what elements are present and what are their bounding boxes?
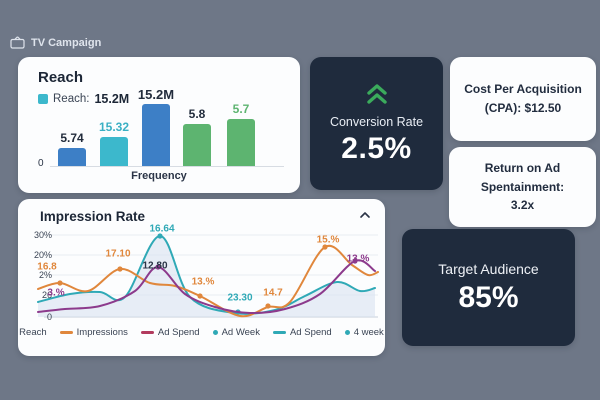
bar-value-label: 15.2M <box>137 87 175 102</box>
reach-card: Reach Reach: 15.2M 0 5.74 15.32 15.2M 5.8 5.… <box>18 57 300 193</box>
data-point-marker <box>265 303 271 309</box>
bar-5.7 <box>227 119 255 166</box>
roas-value: 3.2x <box>510 198 535 213</box>
target-audience-card: Target Audience 85% <box>402 229 575 346</box>
impression-rate-card: Impression Rate 30% 20% 2% 26 0 16.8 3.% 17.10… <box>18 199 385 356</box>
cpa-card: Cost Per Acquisition (CPA): $12.50 <box>450 57 596 141</box>
point-value-label: 3.% <box>47 287 65 299</box>
page-title: TV Campaign <box>31 36 102 49</box>
double-chevron-up-icon <box>366 83 387 104</box>
page-header: TV Campaign <box>10 36 101 49</box>
conversion-rate-value: 2.5% <box>341 131 412 165</box>
legend-item-4-week[interactable]: 4 week <box>344 327 384 338</box>
point-value-label: 17.10 <box>105 248 131 260</box>
legend-item-ad-spend[interactable]: Ad Spend <box>272 327 332 338</box>
target-audience-label: Target Audience <box>438 260 539 277</box>
point-value-label: 15.% <box>316 234 340 246</box>
reach-legend-label: Reach: <box>53 93 90 105</box>
chevron-up-icon[interactable] <box>357 207 373 223</box>
reach-legend-value: 15.2M <box>94 92 130 106</box>
bar-chart-xlabel: Frequency <box>131 170 187 182</box>
legend-line-marker <box>140 331 154 334</box>
line-chart-legend: Reach Impressions Ad Spend Ad Week Ad Spend 4… <box>18 327 385 338</box>
roas-card: Return on Ad Spentainment: 3.2x <box>449 147 596 227</box>
cpa-value: (CPA): $12.50 <box>484 101 562 115</box>
data-point-marker <box>352 258 358 264</box>
legend-label: Ad Week <box>221 327 260 338</box>
point-value-label: 23.30 <box>227 292 253 304</box>
conversion-rate-card: Conversion Rate 2.5% <box>310 57 443 190</box>
legend-line-marker <box>272 331 286 334</box>
y-tick-label: 26 <box>41 290 52 300</box>
legend-label: 4 week <box>353 327 384 338</box>
legend-item-ad-spend[interactable]: Ad Spend <box>140 327 200 338</box>
y-tick-label: 2% <box>38 270 52 280</box>
line-chart <box>37 233 379 318</box>
bar-value-label: 15.32 <box>98 120 130 134</box>
bar-value-label: 5.8 <box>188 107 206 121</box>
reach-legend: Reach: 15.2M <box>38 92 129 106</box>
reach-legend-swatch <box>38 94 48 104</box>
data-point-marker <box>157 233 163 239</box>
legend-item-reach[interactable]: Reach <box>19 327 46 338</box>
impression-rate-title: Impression Rate <box>40 209 146 224</box>
data-point-marker <box>322 244 328 250</box>
legend-label: Ad Spend <box>289 327 332 338</box>
target-audience-value: 85% <box>458 280 519 314</box>
point-value-label: 13.% <box>191 276 215 288</box>
legend-label: Ad Spend <box>157 327 200 338</box>
tv-icon <box>10 36 25 49</box>
conversion-rate-label: Conversion Rate <box>329 114 424 129</box>
bar-chart-origin-label: 0 <box>38 158 44 169</box>
y-tick-label: 20% <box>33 250 52 260</box>
y-tick-label: 0 <box>46 312 52 322</box>
legend-label: Reach <box>19 327 47 338</box>
data-point-marker <box>155 264 161 270</box>
bar-15.2M <box>142 104 170 166</box>
point-value-label: 12.80 <box>142 260 168 272</box>
legend-label: Impressions <box>76 327 128 338</box>
data-point-marker <box>117 266 123 272</box>
point-value-label: 16.64 <box>149 223 175 235</box>
bar-value-label: 5.7 <box>232 102 250 116</box>
bar-5.8 <box>183 124 211 166</box>
bar-value-label: 5.74 <box>60 131 84 145</box>
point-value-label: 13.% <box>346 253 370 265</box>
point-value-label: 14.7 <box>263 287 283 299</box>
legend-item-impressions[interactable]: Impressions <box>59 327 128 338</box>
series-ad-spend-area- <box>37 234 376 315</box>
y-tick-label: 30% <box>33 230 52 240</box>
bar-5.74 <box>58 148 86 166</box>
data-point-marker <box>57 280 63 286</box>
bar-chart-axis <box>50 166 284 167</box>
cpa-label: Cost Per Acquisition <box>464 82 582 97</box>
legend-line-marker <box>59 331 73 334</box>
point-value-label: 16.8 <box>37 261 57 273</box>
legend-item-ad-week[interactable]: Ad Week <box>212 327 260 338</box>
data-point-marker <box>197 293 203 299</box>
legend-dot-marker <box>212 330 218 335</box>
series-ad-spend <box>37 259 376 315</box>
roas-label: Return on Ad Spentainment: <box>480 161 565 194</box>
reach-card-title: Reach <box>38 69 84 86</box>
legend-dot-marker <box>344 330 350 335</box>
bar-15.32 <box>100 137 128 166</box>
